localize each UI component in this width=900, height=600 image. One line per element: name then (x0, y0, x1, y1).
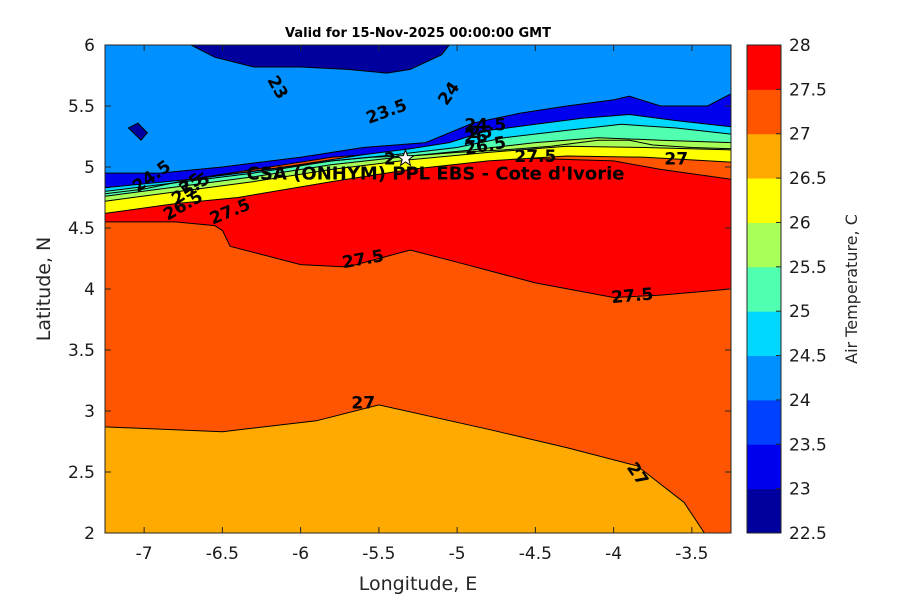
x-tick-label: -4 (605, 544, 622, 564)
colorbar-swatch (747, 133, 781, 179)
contour-label: 27.5 (514, 147, 556, 167)
colorbar-tick-label: 25 (789, 302, 811, 322)
colorbar-swatch (747, 444, 781, 490)
y-tick-label: 4 (84, 280, 95, 300)
contour-label: 27 (664, 150, 688, 170)
colorbar-tick-label: 27.5 (789, 80, 827, 100)
colorbar-tick-label: 23.5 (789, 435, 827, 455)
contour-label: 27.5 (611, 285, 655, 309)
y-axis: 2 2.5 3 3.5 4 4.5 5 5.5 6 (68, 36, 731, 544)
colorbar-swatch (747, 311, 781, 357)
x-tick-label: -4.5 (519, 544, 552, 564)
colorbar-swatch (747, 45, 781, 90)
colorbar-tick-label: 26.5 (789, 169, 827, 189)
contour-band-24-4 (105, 45, 731, 174)
chart-title: Valid for 15-Nov-2025 00:00:00 GMT (285, 26, 551, 41)
contour-band-22-5-9 (190, 45, 450, 74)
colorbar-tick-label: 27 (789, 125, 811, 145)
x-tick-label: -5 (449, 544, 466, 564)
contour-label: 2 (384, 150, 396, 170)
x-tick-label: -7 (136, 544, 153, 564)
colorbar-tick-label: 23 (789, 480, 811, 500)
colorbar-tick-label: 26 (789, 213, 811, 233)
colorbar-tick-label: 22.5 (789, 524, 827, 544)
contour-label: 24.5 (464, 116, 506, 136)
x-tick-label: -3.5 (675, 544, 708, 564)
x-axis-label: Longitude, E (359, 573, 478, 595)
y-tick-label: 2 (84, 524, 95, 544)
y-axis-label: Latitude, N (33, 237, 55, 342)
contour-label: 25 (469, 123, 493, 143)
colorbar: 22.5 23 23.5 24 24.5 25 25.5 26 26.5 27 27.5 28 (746, 36, 827, 544)
colorbar-swatch (747, 266, 781, 312)
colorbar-tick-label: 24 (789, 391, 811, 411)
contour-label: 26 (464, 128, 488, 148)
colorbar-swatch (747, 399, 781, 445)
colorbar-swatch (747, 89, 781, 135)
y-tick-label: 4.5 (68, 219, 95, 239)
colorbar-frame (746, 44, 782, 534)
colorbar-tick-label: 25.5 (789, 258, 827, 278)
y-tick-label: 3 (84, 402, 95, 422)
y-tick-label: 2.5 (68, 463, 95, 483)
contour-label: 27 (351, 394, 375, 414)
contour-band-26-8 (105, 145, 731, 214)
x-axis: -7 -6.5 -6 -5.5 -5 -4.5 -4 -3.5 (136, 45, 708, 564)
y-tick-label: 6 (84, 36, 95, 56)
site-star-icon (395, 148, 416, 167)
x-tick-label: -6 (292, 544, 309, 564)
colorbar-swatch (747, 178, 781, 223)
colorbar-swatch (747, 222, 781, 268)
y-tick-label: 5.5 (68, 97, 95, 117)
colorbar-tick-label: 24.5 (789, 347, 827, 367)
site-label: CSA (ONHYM) PPL EBS - Cote d'Ivorie (246, 164, 624, 185)
contour-band-22-5-10 (127, 122, 148, 141)
colorbar-label: Air Temperature, C (842, 214, 861, 364)
colorbar-swatch (747, 355, 781, 401)
y-tick-label: 3.5 (68, 341, 95, 361)
colorbar-swatch (747, 488, 781, 534)
x-tick-label: -6.5 (206, 544, 239, 564)
coastline (105, 139, 731, 195)
colorbar-tick-label: 28 (789, 36, 811, 56)
x-tick-label: -5.5 (362, 544, 395, 564)
y-tick-label: 5 (84, 158, 95, 178)
